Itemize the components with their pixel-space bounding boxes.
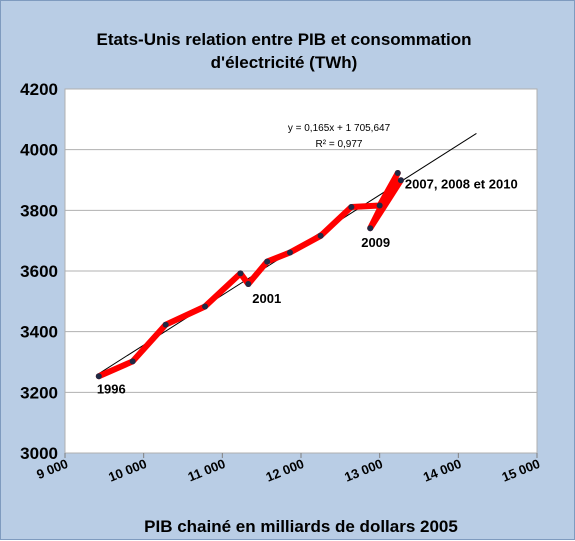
y-tick-label-3000: 3000 (20, 444, 58, 463)
data-point-3 (202, 303, 209, 310)
trendline-r2: R² = 0,977 (316, 139, 363, 150)
data-point-1 (129, 358, 136, 365)
markers-group (95, 170, 404, 380)
y-tick-label-3800: 3800 (20, 201, 58, 220)
y-tick-label-3400: 3400 (20, 323, 58, 342)
data-point-4 (237, 270, 244, 277)
data-point-2 (162, 321, 169, 328)
x-tick-label-11000: 11 000 (186, 456, 228, 485)
data-point-0 (95, 373, 102, 380)
trendline-equation: y = 0,165x + 1 705,647 (288, 123, 391, 134)
annotation-2: 2009 (361, 235, 390, 250)
x-tick-label-14000: 14 000 (421, 456, 463, 485)
chart-title-line-1: Etats-Unis relation entre PIB et consomm… (96, 30, 471, 49)
x-tick-label-10000: 10 000 (106, 456, 148, 485)
y-tick-label-3600: 3600 (20, 262, 58, 281)
x-tick-label-15000: 15 000 (500, 456, 542, 485)
data-point-7 (286, 249, 293, 256)
x-tick-labels: 9 000 10 000 11 000 12 000 13 000 14 000 15 00… (34, 453, 542, 485)
grid-lines (65, 149, 537, 393)
data-point-10 (376, 202, 383, 209)
annotation-1: 2001 (252, 291, 281, 306)
data-point-6 (264, 258, 271, 265)
y-tick-labels: 3000 3200 3400 3600 3800 4000 4200 (20, 80, 58, 463)
x-tick-label-12000: 12 000 (264, 456, 306, 485)
annotation-0: 1996 (97, 381, 126, 396)
data-point-12 (367, 225, 374, 232)
x-axis-label: PIB chainé en milliards de dollars 2005 (144, 517, 458, 536)
data-point-5 (245, 281, 252, 288)
chart-title-line-2: d'électricité (TWh) (211, 53, 358, 72)
y-tick-label-3200: 3200 (20, 383, 58, 402)
data-point-9 (348, 203, 355, 210)
annotations-group: 1996 2001 2009 2007, 2008 et 2010 (97, 176, 518, 396)
series-group (95, 170, 404, 380)
y-tick-label-4200: 4200 (20, 80, 58, 99)
annotation-3: 2007, 2008 et 2010 (405, 176, 518, 191)
data-point-11 (394, 170, 401, 177)
x-tick-label-13000: 13 000 (342, 456, 384, 485)
y-tick-label-4000: 4000 (20, 141, 58, 160)
data-point-8 (317, 232, 324, 239)
series-line (95, 170, 404, 380)
data-point-13 (397, 177, 404, 184)
